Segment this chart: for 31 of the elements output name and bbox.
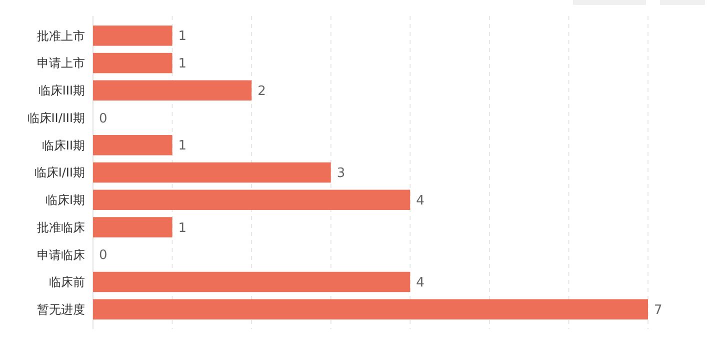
y-tick-label: 批准上市 — [37, 28, 85, 43]
data-label: 1 — [178, 138, 187, 154]
bar — [93, 162, 331, 183]
y-tick-label: 申请临床 — [37, 248, 85, 262]
data-label: 4 — [416, 276, 424, 291]
data-label: 1 — [178, 220, 187, 236]
y-tick-label: 暂无进度 — [37, 302, 85, 317]
bar — [93, 190, 410, 210]
bar — [93, 299, 648, 320]
bar — [93, 26, 172, 46]
y-tick-label: 申请上市 — [37, 56, 85, 70]
y-tick-label: 临床III期 — [38, 84, 85, 98]
data-label: 1 — [178, 56, 187, 72]
bar — [93, 272, 410, 292]
bar — [93, 217, 172, 238]
data-label: 2 — [258, 84, 266, 99]
y-tick-label: 批准临床 — [37, 220, 85, 234]
data-label: 1 — [178, 29, 187, 44]
bar — [93, 135, 172, 156]
y-tick-label: 临床前 — [49, 275, 85, 290]
y-tick-label: 临床II期 — [42, 138, 85, 152]
data-label: 0 — [99, 111, 108, 126]
data-label: 3 — [336, 166, 346, 182]
y-tick-label: 临床I期 — [45, 193, 85, 208]
bar — [93, 52, 172, 74]
data-label: 4 — [416, 193, 424, 208]
data-label: 0 — [99, 248, 108, 264]
y-tick-label: 临床I/II期 — [34, 166, 85, 180]
data-label: 7 — [654, 302, 662, 318]
bar — [93, 80, 252, 101]
y-tick-label: 临床II/III期 — [27, 110, 85, 125]
